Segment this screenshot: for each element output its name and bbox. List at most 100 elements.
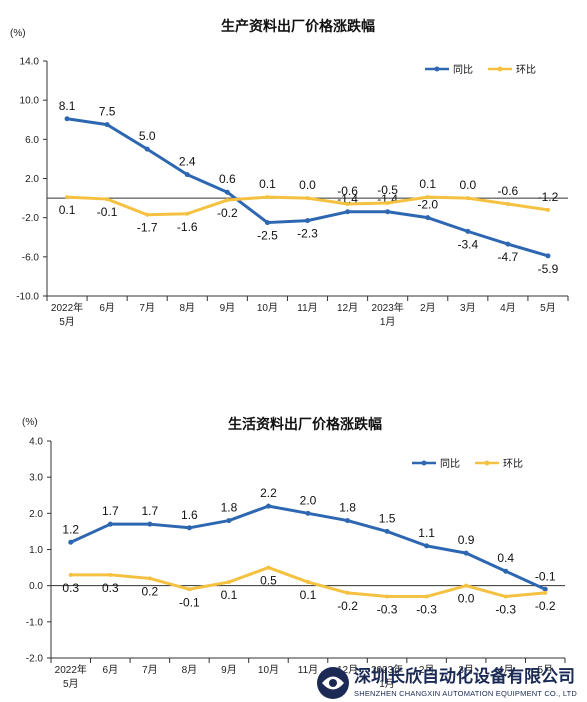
data-label: 0.1 — [300, 588, 317, 602]
legend-label: 同比 — [453, 64, 473, 76]
data-point — [384, 528, 390, 534]
data-label: 1.6 — [181, 508, 198, 522]
data-label: 1.2 — [62, 522, 79, 536]
y-tick-label: 14.0 — [20, 57, 40, 68]
x-tick-label: 1月 — [379, 678, 395, 690]
data-label: 0.1 — [419, 177, 436, 191]
data-label: -0.3 — [495, 603, 516, 617]
data-point — [187, 587, 192, 592]
y-tick-label: 1.0 — [29, 545, 43, 556]
data-point — [145, 212, 150, 217]
data-point — [226, 518, 232, 524]
legend-marker — [434, 66, 440, 72]
data-point — [345, 201, 350, 206]
data-label: -0.2 — [535, 599, 556, 613]
x-tick-label: 4月 — [498, 664, 514, 676]
y-axis-unit-label: (%) — [22, 417, 38, 428]
data-label: 0.0 — [458, 592, 475, 606]
data-point — [545, 253, 551, 259]
x-tick-label: 8月 — [179, 302, 195, 314]
x-tick-label: 6月 — [99, 302, 115, 314]
data-point — [542, 586, 548, 592]
data-label: 0.1 — [259, 177, 276, 191]
data-label: 0.3 — [102, 581, 119, 595]
data-point — [265, 503, 271, 509]
data-label: -0.6 — [337, 184, 358, 198]
x-tick-label: 8月 — [182, 664, 198, 676]
data-point — [68, 572, 73, 577]
x-tick-label: 5月 — [540, 302, 556, 314]
data-point — [545, 207, 550, 212]
data-label: -0.1 — [179, 595, 200, 609]
chart-living-materials: 生活资料出厂价格涨跌幅 (%) 4.0 3.0 2.0 1.0 0.0 -1.0 -2.0 202… — [22, 416, 566, 690]
data-label: 1.8 — [339, 501, 356, 515]
data-label: -1.7 — [137, 221, 158, 235]
x-tick-label: 10月 — [257, 302, 278, 314]
data-point — [144, 146, 150, 152]
data-label: 2.2 — [260, 486, 277, 500]
data-label: 0.1 — [59, 203, 76, 217]
data-point — [225, 198, 230, 203]
data-point — [463, 550, 469, 556]
data-point — [385, 594, 390, 599]
data-label: -1.6 — [177, 220, 198, 234]
y-tick-label: 2.0 — [29, 509, 43, 520]
x-tick-label: 11月 — [297, 302, 317, 314]
x-tick-label: 10月 — [258, 664, 279, 676]
data-label: 0.4 — [497, 551, 514, 565]
data-point — [185, 211, 190, 216]
data-point — [345, 209, 351, 215]
data-point — [226, 580, 231, 585]
data-label: -5.9 — [538, 262, 559, 276]
chart-production-materials: 生产资料出厂价格涨跌幅 (%) 14.0 10.0 6.0 2.0 -2.0 -6.0 -10.… — [10, 18, 569, 328]
x-tick-label: 6月 — [103, 664, 119, 676]
x-tick-label: 2022年 — [51, 301, 83, 314]
data-point — [464, 583, 469, 588]
data-label: 2.4 — [179, 155, 196, 169]
data-point — [305, 196, 310, 201]
data-label: 1.1 — [418, 526, 435, 540]
data-point — [305, 218, 310, 224]
company-name-en: SHENZHEN CHANGXIN AUTOMATION EQUIPMENT C… — [354, 689, 577, 698]
data-point — [505, 241, 511, 247]
data-label: -0.5 — [377, 183, 398, 197]
data-label: 7.5 — [99, 105, 116, 119]
data-label: 1.5 — [379, 511, 396, 525]
data-point — [184, 172, 190, 178]
company-name-cn: 深圳长欣自动化设备有限公司 — [354, 666, 575, 686]
data-point — [107, 521, 113, 527]
data-point — [465, 228, 471, 234]
data-point — [505, 201, 510, 206]
data-label: -3.4 — [457, 237, 478, 251]
x-tick-label: 2022年 — [55, 663, 87, 676]
data-point — [345, 590, 350, 595]
legend-marker — [421, 460, 427, 466]
data-point — [108, 572, 113, 577]
data-point — [306, 580, 310, 585]
x-tick-label: 12月 — [337, 302, 358, 314]
data-label: 0.9 — [458, 533, 475, 547]
data-point — [385, 200, 390, 205]
company-logo-icon — [317, 667, 349, 699]
data-point — [465, 196, 470, 201]
chart-legend: 同比 环比 — [425, 64, 536, 76]
x-tick-label: 4月 — [500, 302, 516, 314]
y-tick-label: -2.0 — [22, 213, 40, 224]
data-label: -0.2 — [217, 206, 238, 220]
y-axis-unit-label: (%) — [10, 28, 26, 39]
legend-marker — [497, 66, 503, 72]
x-tick-label: 7月 — [142, 664, 158, 676]
data-point — [64, 116, 70, 122]
y-tick-label: 3.0 — [29, 473, 43, 484]
data-point — [425, 215, 431, 221]
data-label: 0.0 — [459, 178, 476, 192]
y-tick-label: -1.0 — [26, 617, 44, 628]
x-tick-label: 9月 — [221, 664, 237, 676]
data-point — [224, 189, 230, 195]
data-label: 0.5 — [260, 574, 277, 588]
data-label: -0.3 — [377, 603, 398, 617]
data-point — [424, 594, 429, 599]
data-point — [264, 220, 270, 226]
y-tick-label: -10.0 — [16, 292, 39, 303]
